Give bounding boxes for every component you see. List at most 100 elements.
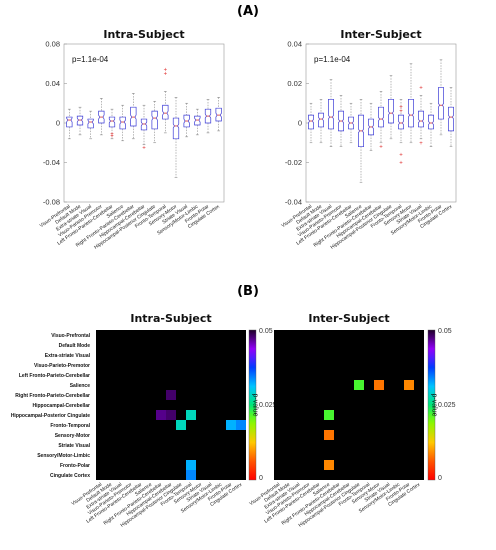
colorbar-tick-label: 0.025 [259, 402, 277, 409]
colorbar-tick-label: 0.025 [438, 402, 456, 409]
row-label: Sensory-Motor [55, 433, 90, 439]
row-label: Left Fronto-Parieto-Cerebellar [19, 373, 90, 379]
box: + [378, 91, 384, 151]
colorbar-tick-label: 0.05 [259, 328, 273, 335]
y-tick-label: 0.04 [45, 79, 60, 88]
boxplot-intra-subject: Intra-Subject 0.08 0.04 0 -0.04 -0.08 p=1.1e-0… [39, 28, 225, 251]
box-body [151, 110, 158, 130]
y-tick-label: -0.02 [285, 158, 302, 167]
outlier-point: + [399, 153, 403, 159]
colorbar-tick-label: 0 [259, 475, 263, 482]
box [348, 102, 354, 144]
plot-title: Inter-Subject [340, 28, 421, 41]
row-label: Right Fronto-Parieto-Cerebellar [15, 393, 90, 399]
box [448, 87, 454, 147]
row-label: Hippocampal-Posterior Cingulate [11, 413, 90, 419]
heatmap-intra-subject: Intra-Subject Visuo-Prefrontal Default Mod… [11, 312, 277, 529]
p-value-annotation: p=1.1e-04 [314, 55, 351, 64]
colorbar [427, 329, 436, 481]
box-body [204, 108, 212, 124]
box-body [87, 118, 94, 129]
box-body [172, 117, 180, 140]
box [338, 95, 344, 147]
box-body [338, 110, 344, 132]
box: ++ [162, 68, 169, 134]
plot-title: Inter-Subject [308, 312, 389, 325]
box: ++++ [398, 99, 404, 167]
colorbar [248, 329, 257, 481]
colorbar-tick-label: 0.05 [438, 328, 452, 335]
matrix-cell [186, 460, 196, 470]
matrix-cell [156, 410, 166, 420]
plot-area [63, 43, 225, 203]
box [151, 100, 158, 144]
y-tick-label: -0.08 [43, 198, 60, 207]
box-body [308, 114, 314, 130]
panel-a-label: (A) [237, 4, 259, 19]
row-label: Visuo-Parieto-Premotor [34, 363, 90, 369]
box [76, 106, 84, 136]
matrix-cell [166, 410, 176, 420]
box: ++ [418, 85, 424, 147]
y-tick-label: 0.08 [45, 40, 60, 49]
box-body [140, 118, 148, 131]
box-body [368, 118, 374, 136]
box-body [378, 106, 384, 128]
box [98, 98, 105, 136]
plot-title: Intra-Subject [103, 28, 184, 41]
box-body [76, 115, 84, 126]
box-body [448, 106, 454, 132]
matrix-cell [324, 460, 334, 470]
box [308, 102, 314, 144]
row-label: Visuo-Prefrontal [51, 333, 90, 339]
plot-title: Intra-Subject [130, 312, 211, 325]
boxplot-inter-subject: Inter-Subject 0.04 0.02 0 -0.02 -0.04 p=1.1e-0… [280, 28, 457, 251]
box [438, 59, 444, 136]
box-body [162, 104, 169, 120]
matrix-background [274, 330, 424, 480]
row-label: Salience [70, 383, 91, 389]
outlier-point: + [399, 109, 403, 115]
box [130, 93, 137, 140]
box [87, 110, 94, 140]
box [358, 99, 364, 183]
row-label: Default Mode [59, 343, 91, 349]
box [215, 97, 222, 132]
box-body [418, 110, 424, 128]
box: + [140, 104, 148, 152]
matrix-cell [186, 470, 196, 480]
box-body [215, 107, 222, 122]
y-tick-label: 0 [298, 119, 302, 128]
outlier-point: + [399, 161, 403, 167]
y-tick-label: -0.04 [43, 158, 60, 167]
box-body [318, 112, 324, 128]
box [318, 99, 324, 144]
outlier-point: + [399, 105, 403, 111]
outlier-point: + [419, 85, 423, 91]
panel-b-label: (B) [237, 284, 259, 299]
outlier-point: + [419, 141, 423, 147]
box-body [438, 87, 444, 120]
box-body [98, 110, 105, 124]
box [428, 102, 434, 147]
box-body [194, 115, 201, 126]
matrix-cell [324, 430, 334, 440]
box-body [428, 114, 434, 130]
y-tick-label: 0.04 [287, 40, 302, 49]
row-label: Cingulate Cortex [50, 473, 90, 479]
box [408, 63, 414, 144]
row-label: Fronto-Polar [60, 463, 90, 469]
matrix-cell [236, 420, 246, 430]
matrix-cell [166, 390, 176, 400]
box [172, 97, 180, 178]
box-body [119, 116, 126, 130]
box [66, 108, 73, 140]
y-tick-label: -0.04 [285, 198, 302, 207]
box-body [183, 114, 190, 128]
box-body [130, 106, 137, 127]
box-body [358, 114, 364, 148]
box-body [388, 98, 394, 124]
box-body [328, 98, 334, 130]
